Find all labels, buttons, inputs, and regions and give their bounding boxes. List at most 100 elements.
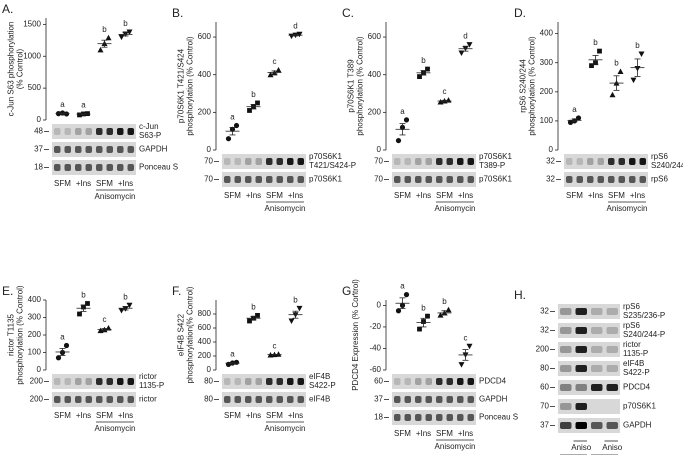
data-point: [233, 122, 240, 129]
blot-band: [436, 158, 443, 165]
blot-band: [415, 158, 422, 165]
x-tick-label: +Ins: [630, 191, 645, 200]
blot-background: [52, 142, 136, 157]
y-tick-label: 1500: [23, 19, 41, 28]
blot-band: [436, 396, 443, 403]
blot-band: [127, 378, 134, 385]
blot-background: [558, 399, 620, 414]
significance-letter: a: [60, 333, 65, 342]
significance-letter: b: [81, 291, 86, 300]
x-tick-label: SFM: [436, 429, 453, 438]
blot-label: p70S6K1: [479, 175, 512, 184]
molecular-weight: 80: [204, 377, 213, 386]
significance-letter: b: [123, 292, 128, 301]
molecular-weight: 200: [30, 377, 44, 386]
molecular-weight: 37: [374, 395, 383, 404]
blot-band: [591, 346, 603, 353]
blot-band: [106, 378, 113, 385]
molecular-weight: 32: [540, 326, 549, 335]
blot-label: eIF4B: [309, 372, 330, 381]
blot-label: S63-P: [139, 131, 161, 140]
blot-label: eIF4B: [309, 395, 330, 404]
blot-band: [96, 396, 103, 403]
data-point: [126, 29, 133, 36]
data-point: [425, 313, 430, 319]
blot-band: [224, 396, 231, 403]
blot-band: [75, 378, 82, 385]
x-tick-label: +Ins: [588, 191, 603, 200]
y-tick-label: 0: [37, 115, 42, 124]
blot-band: [566, 158, 573, 165]
blot-background: [52, 374, 136, 389]
data-point: [403, 292, 410, 298]
significance-letter: c: [464, 333, 468, 342]
molecular-weight: 80: [540, 364, 549, 373]
blot-label: 1135-P: [139, 381, 164, 390]
blot-band: [255, 378, 262, 385]
blot-band: [607, 403, 619, 410]
significance-letter: d: [293, 21, 297, 30]
blot-band: [404, 378, 411, 385]
blot-band: [425, 378, 432, 385]
blot-band: [245, 378, 252, 385]
y-tick-label: 500: [28, 83, 42, 92]
data-point: [466, 42, 473, 48]
data-point: [395, 137, 402, 144]
blot-band: [54, 128, 61, 135]
blot-band: [436, 378, 443, 385]
blot-band: [127, 164, 134, 171]
blot-band: [245, 176, 252, 183]
data-point: [63, 342, 70, 349]
x-tick-label: SFM: [394, 429, 411, 438]
blot-label: GAPDH: [479, 395, 508, 404]
significance-letter: b: [102, 25, 107, 34]
y-tick-label: 0: [549, 145, 554, 154]
significance-letter: b: [635, 41, 640, 50]
blot-band: [297, 378, 304, 385]
group-label: Anisomycin: [95, 192, 136, 201]
blot-band: [629, 176, 636, 183]
y-tick-label: 600: [368, 32, 382, 41]
y-tick-label: 100: [540, 116, 554, 125]
panel-label: A.: [2, 2, 13, 16]
y-tick-label: 200: [368, 107, 382, 116]
molecular-weight: 32: [540, 307, 549, 316]
blot-band: [234, 158, 241, 165]
significance-letter: b: [614, 59, 619, 68]
blot-background: [222, 392, 306, 407]
panel-label: D.: [514, 6, 526, 20]
blot-band: [576, 158, 583, 165]
significance-letter: a: [572, 105, 577, 114]
blot-band: [436, 176, 443, 183]
blot-band: [117, 378, 124, 385]
blot-band: [591, 327, 603, 334]
significance-letter: b: [442, 297, 447, 306]
blot-band: [606, 365, 618, 372]
molecular-weight: 80: [204, 395, 213, 404]
treatment-label: Aniso: [602, 443, 623, 452]
blot-band: [297, 176, 304, 183]
y-tick-label: 400: [198, 337, 212, 346]
blot-band: [127, 128, 134, 135]
blot-label: S422-P: [309, 381, 336, 390]
y-axis-label: phosphorylation (% Control): [356, 36, 365, 135]
x-tick-label: +Ins: [288, 191, 303, 200]
blot-band: [287, 158, 294, 165]
molecular-weight: 18: [34, 163, 43, 172]
blot-background: [52, 392, 136, 407]
significance-letter: b: [593, 38, 598, 47]
group-label: Anisomycin: [265, 204, 306, 213]
blot-label: Ponceau S: [139, 163, 178, 172]
x-tick-label: SFM: [394, 191, 411, 200]
blot-band: [85, 146, 92, 153]
data-point: [425, 66, 430, 72]
data-point: [417, 74, 422, 79]
molecular-weight: 70: [204, 175, 213, 184]
blot-label: p70S6K1: [309, 152, 342, 161]
blot-background: [222, 172, 306, 187]
data-point: [247, 108, 252, 113]
y-tick-label: 600: [198, 323, 212, 332]
blot-band: [591, 365, 603, 372]
blot-band: [85, 378, 92, 385]
